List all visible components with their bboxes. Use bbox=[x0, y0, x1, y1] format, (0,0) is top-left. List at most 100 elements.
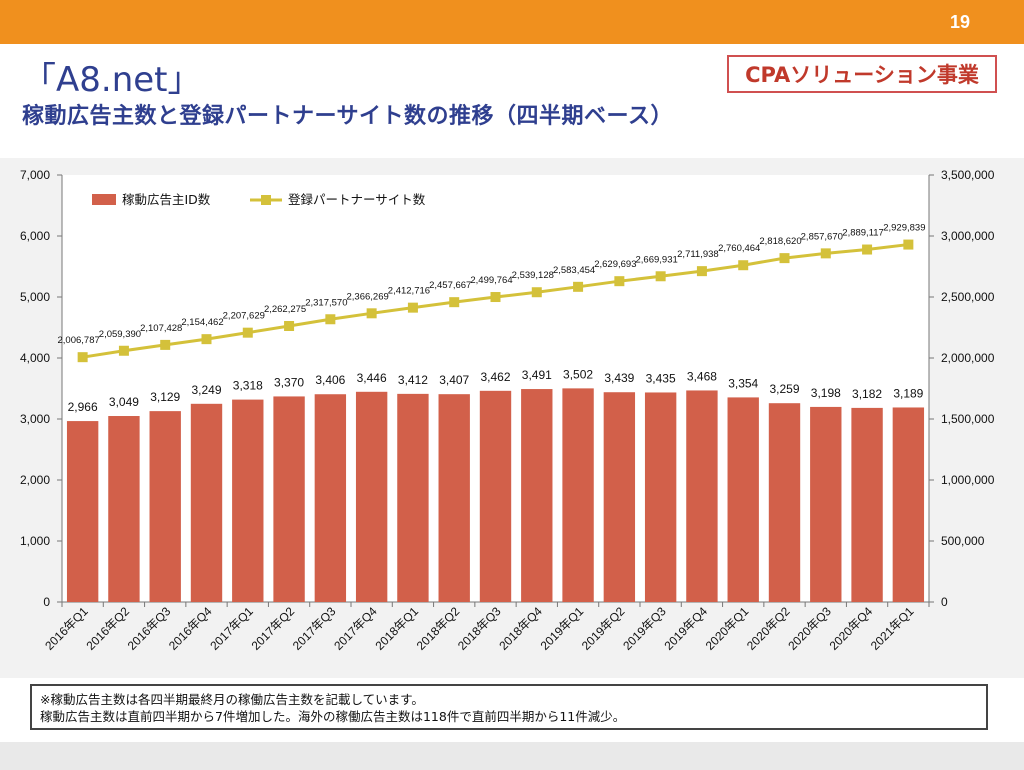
bar bbox=[644, 392, 677, 602]
page-subtitle: 稼動広告主数と登録パートナーサイト数の推移（四半期ベース） bbox=[22, 104, 673, 129]
bar-value-label: 3,318 bbox=[233, 379, 263, 393]
chart-area: 0 1,000 2,000 3,000 4,000 5,000 6,000 7,000 0 500… bbox=[0, 158, 1024, 678]
left-tick-label: 3,000 bbox=[20, 412, 50, 426]
x-tick-label: 2018年Q1 bbox=[372, 604, 421, 653]
bar bbox=[149, 411, 181, 602]
left-tick-label: 6,000 bbox=[20, 229, 50, 243]
left-tick-label: 1,000 bbox=[20, 534, 50, 548]
brand-title: 「A8.net」 bbox=[22, 60, 202, 100]
x-tick-label: 2019年Q1 bbox=[538, 604, 587, 653]
bar bbox=[273, 396, 305, 602]
line-marker bbox=[903, 239, 914, 250]
bar-value-label: 3,502 bbox=[563, 367, 593, 381]
notes-box: ※稼動広告主数は各四半期最終月の稼働広告主数を記載しています。 稼動広告主数は直… bbox=[30, 684, 988, 730]
x-tick-label: 2018年Q4 bbox=[496, 604, 545, 653]
line-marker bbox=[201, 334, 212, 345]
bar bbox=[768, 403, 801, 602]
right-tick-label: 1,500,000 bbox=[941, 412, 995, 426]
x-tick-label: 2020年Q3 bbox=[785, 604, 834, 653]
line-value-label: 2,262,275 bbox=[264, 304, 306, 315]
line-marker bbox=[696, 266, 707, 277]
line-value-label: 2,818,620 bbox=[759, 236, 801, 247]
line-marker bbox=[366, 308, 377, 319]
bar bbox=[686, 390, 718, 602]
bar bbox=[851, 407, 883, 602]
legend-line-label: 登録パートナーサイト数 bbox=[288, 192, 426, 207]
x-tick-label: 2019年Q2 bbox=[579, 604, 628, 653]
header-bar: 19 bbox=[0, 0, 1024, 44]
bar-value-label: 3,198 bbox=[811, 386, 841, 400]
line-value-label: 2,499,764 bbox=[470, 275, 512, 286]
line-value-label: 2,059,390 bbox=[99, 329, 141, 340]
line-value-label: 2,929,839 bbox=[883, 223, 925, 234]
bar-value-label: 3,129 bbox=[150, 390, 180, 404]
x-tick-label: 2019年Q3 bbox=[620, 604, 669, 653]
bar bbox=[397, 393, 429, 602]
x-tick-label: 2020年Q1 bbox=[703, 604, 752, 653]
right-tick-label: 500,000 bbox=[941, 534, 985, 548]
bar-value-label: 3,439 bbox=[604, 371, 634, 385]
line-marker bbox=[325, 314, 336, 325]
combo-chart: 0 1,000 2,000 3,000 4,000 5,000 6,000 7,000 0 500… bbox=[20, 168, 995, 653]
left-tick-label: 0 bbox=[43, 595, 50, 609]
x-tick-label: 2020年Q2 bbox=[744, 604, 793, 653]
bar-value-label: 3,182 bbox=[852, 387, 882, 401]
right-tick-label: 3,500,000 bbox=[941, 168, 995, 182]
page-number: 19 bbox=[949, 12, 970, 32]
x-tick-label: 2016年Q2 bbox=[83, 604, 132, 653]
bar-value-label: 3,462 bbox=[480, 370, 510, 384]
right-tick-label: 1,000,000 bbox=[941, 473, 995, 487]
x-tick-label: 2017年Q2 bbox=[249, 604, 298, 653]
bar bbox=[810, 406, 842, 602]
x-tick-label: 2021年Q1 bbox=[868, 604, 917, 653]
bar-value-label: 3,406 bbox=[315, 373, 345, 387]
x-tick-label: 2017年Q1 bbox=[207, 604, 256, 653]
bar-value-label: 3,370 bbox=[274, 375, 304, 389]
line-value-label: 2,207,629 bbox=[223, 311, 265, 322]
bar-value-label: 3,407 bbox=[439, 373, 469, 387]
line-marker bbox=[160, 339, 171, 350]
line-marker bbox=[779, 253, 790, 264]
legend-bar-label: 稼動広告主ID数 bbox=[122, 192, 211, 207]
line-marker bbox=[407, 302, 418, 313]
bar bbox=[892, 407, 925, 602]
bar bbox=[438, 394, 470, 602]
line-value-label: 2,539,128 bbox=[512, 270, 554, 281]
x-tick-label: 2016年Q3 bbox=[125, 604, 174, 653]
line-marker bbox=[820, 248, 831, 259]
line-value-label: 2,760,464 bbox=[718, 243, 760, 254]
legend-line-marker bbox=[261, 195, 271, 205]
x-tick-label: 2016年Q1 bbox=[42, 604, 91, 653]
left-tick-label: 7,000 bbox=[20, 168, 50, 182]
line-marker bbox=[655, 271, 666, 282]
bar bbox=[190, 403, 223, 602]
line-value-label: 2,457,667 bbox=[429, 280, 471, 291]
left-tick-label: 2,000 bbox=[20, 473, 50, 487]
bar-value-label: 3,435 bbox=[646, 371, 676, 385]
bar-value-label: 3,468 bbox=[687, 369, 717, 383]
right-tick-label: 2,500,000 bbox=[941, 290, 995, 304]
x-tick-label: 2017年Q4 bbox=[331, 604, 380, 653]
bar-value-label: 2,966 bbox=[68, 400, 98, 414]
x-tick-label: 2016年Q4 bbox=[166, 604, 215, 653]
segment-tag: CPAソリューション事業 bbox=[727, 55, 997, 93]
bar-value-label: 3,259 bbox=[769, 382, 799, 396]
line-value-label: 2,583,454 bbox=[553, 265, 595, 276]
line-marker bbox=[490, 292, 501, 303]
bar bbox=[727, 397, 759, 602]
x-tick-label: 2018年Q2 bbox=[414, 604, 463, 653]
bar-value-label: 3,249 bbox=[191, 383, 221, 397]
line-marker bbox=[242, 327, 253, 338]
line-value-label: 2,857,670 bbox=[801, 231, 843, 242]
bar bbox=[479, 390, 512, 602]
line-marker bbox=[118, 345, 129, 356]
note-line-2: 稼動広告主数は直前四半期から7件増加した。海外の稼働広告主数は118件で直前四半… bbox=[40, 709, 626, 724]
bar-value-label: 3,446 bbox=[357, 371, 387, 385]
bar-value-label: 3,354 bbox=[728, 376, 758, 390]
bar bbox=[355, 391, 388, 602]
line-value-label: 2,711,938 bbox=[677, 249, 719, 260]
note-line-1: ※稼動広告主数は各四半期最終月の稼働広告主数を記載しています。 bbox=[40, 692, 424, 707]
right-tick-label: 2,000,000 bbox=[941, 351, 995, 365]
bar bbox=[314, 394, 347, 602]
line-value-label: 2,366,269 bbox=[347, 291, 389, 302]
